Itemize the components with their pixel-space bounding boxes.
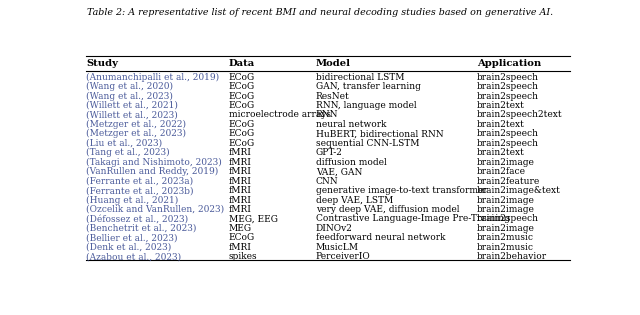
Text: Contrastive Language-Image Pre-Training: Contrastive Language-Image Pre-Training xyxy=(316,215,509,223)
Text: PerceiverIO: PerceiverIO xyxy=(316,252,371,261)
Text: (VanRullen and Reddy, 2019): (VanRullen and Reddy, 2019) xyxy=(86,167,218,176)
Text: CNN: CNN xyxy=(316,177,338,186)
Text: brain2speech: brain2speech xyxy=(477,129,539,138)
Text: brain2speech: brain2speech xyxy=(477,215,539,223)
Text: (Denk et al., 2023): (Denk et al., 2023) xyxy=(86,243,172,252)
Text: fMRI: fMRI xyxy=(229,177,252,186)
Text: diffusion model: diffusion model xyxy=(316,158,387,167)
Text: brain2music: brain2music xyxy=(477,233,534,243)
Text: (Ferrante et al., 2023a): (Ferrante et al., 2023a) xyxy=(86,177,193,186)
Text: neural network: neural network xyxy=(316,120,386,129)
Text: (Bellier et al., 2023): (Bellier et al., 2023) xyxy=(86,233,177,243)
Text: ECoG: ECoG xyxy=(229,233,255,243)
Text: (Tang et al., 2023): (Tang et al., 2023) xyxy=(86,148,170,157)
Text: spikes: spikes xyxy=(229,252,257,261)
Text: ECoG: ECoG xyxy=(229,101,255,110)
Text: RNN, language model: RNN, language model xyxy=(316,101,416,110)
Text: brain2image: brain2image xyxy=(477,224,534,233)
Text: brain2text: brain2text xyxy=(477,120,525,129)
Text: brain2image&text: brain2image&text xyxy=(477,186,561,195)
Text: brain2behavior: brain2behavior xyxy=(477,252,547,261)
Text: brain2image: brain2image xyxy=(477,196,534,204)
Text: (Willett et al., 2021): (Willett et al., 2021) xyxy=(86,101,178,110)
Text: brain2speech2text: brain2speech2text xyxy=(477,111,563,119)
Text: GPT-2: GPT-2 xyxy=(316,148,342,157)
Text: deep VAE, LSTM: deep VAE, LSTM xyxy=(316,196,393,204)
Text: brain2face: brain2face xyxy=(477,167,526,176)
Text: brain2feature: brain2feature xyxy=(477,177,540,186)
Text: Table 2: A representative list of recent BMI and neural decoding studies based o: Table 2: A representative list of recent… xyxy=(87,8,553,17)
Text: (Ferrante et al., 2023b): (Ferrante et al., 2023b) xyxy=(86,186,193,195)
Text: fMRI: fMRI xyxy=(229,167,252,176)
Text: MusicLM: MusicLM xyxy=(316,243,358,252)
Text: ECoG: ECoG xyxy=(229,92,255,100)
Text: Data: Data xyxy=(229,59,255,68)
Text: brain2image: brain2image xyxy=(477,158,534,167)
Text: (Liu et al., 2023): (Liu et al., 2023) xyxy=(86,139,162,148)
Text: (Wang et al., 2023): (Wang et al., 2023) xyxy=(86,91,173,100)
Text: (Azabou et al., 2023): (Azabou et al., 2023) xyxy=(86,252,181,261)
Text: RNN: RNN xyxy=(316,111,338,119)
Text: fMRI: fMRI xyxy=(229,196,252,204)
Text: HuBERT, bidirectional RNN: HuBERT, bidirectional RNN xyxy=(316,129,444,138)
Text: (Willett et al., 2023): (Willett et al., 2023) xyxy=(86,111,178,119)
Text: fMRI: fMRI xyxy=(229,148,252,157)
Text: brain2speech: brain2speech xyxy=(477,82,539,91)
Text: ECoG: ECoG xyxy=(229,129,255,138)
Text: feedforward neural network: feedforward neural network xyxy=(316,233,445,243)
Text: brain2speech: brain2speech xyxy=(477,92,539,100)
Text: MEG, EEG: MEG, EEG xyxy=(229,215,278,223)
Text: ECoG: ECoG xyxy=(229,72,255,82)
Text: (Wang et al., 2020): (Wang et al., 2020) xyxy=(86,82,173,91)
Text: (Benchetrit et al., 2023): (Benchetrit et al., 2023) xyxy=(86,224,196,233)
Text: brain2speech: brain2speech xyxy=(477,139,539,148)
Text: ECoG: ECoG xyxy=(229,82,255,91)
Text: sequential CNN-LSTM: sequential CNN-LSTM xyxy=(316,139,419,148)
Text: very deep VAE, diffusion model: very deep VAE, diffusion model xyxy=(316,205,459,214)
Text: ResNet: ResNet xyxy=(316,92,349,100)
Text: fMRI: fMRI xyxy=(229,205,252,214)
Text: GAN, transfer learning: GAN, transfer learning xyxy=(316,82,420,91)
Text: (Défossez et al., 2023): (Défossez et al., 2023) xyxy=(86,215,188,223)
Text: fMRI: fMRI xyxy=(229,186,252,195)
Text: (Metzger et al., 2023): (Metzger et al., 2023) xyxy=(86,129,186,138)
Text: (Huang et al., 2021): (Huang et al., 2021) xyxy=(86,196,178,205)
Text: fMRI: fMRI xyxy=(229,243,252,252)
Text: Study: Study xyxy=(86,59,118,68)
Text: (Anumanchipalli et al., 2019): (Anumanchipalli et al., 2019) xyxy=(86,72,219,82)
Text: (Ozcelik and VanRullen, 2023): (Ozcelik and VanRullen, 2023) xyxy=(86,205,224,214)
Text: brain2text: brain2text xyxy=(477,101,525,110)
Text: MEG: MEG xyxy=(229,224,252,233)
Text: fMRI: fMRI xyxy=(229,158,252,167)
Text: (Metzger et al., 2022): (Metzger et al., 2022) xyxy=(86,120,186,129)
Text: microelectrode arrays: microelectrode arrays xyxy=(229,111,331,119)
Text: brain2speech: brain2speech xyxy=(477,72,539,82)
Text: (Takagi and Nishimoto, 2023): (Takagi and Nishimoto, 2023) xyxy=(86,158,221,167)
Text: VAE, GAN: VAE, GAN xyxy=(316,167,362,176)
Text: ECoG: ECoG xyxy=(229,120,255,129)
Text: brain2music: brain2music xyxy=(477,243,534,252)
Text: ECoG: ECoG xyxy=(229,139,255,148)
Text: brain2image: brain2image xyxy=(477,205,534,214)
Text: brain2text: brain2text xyxy=(477,148,525,157)
Text: DINOv2: DINOv2 xyxy=(316,224,353,233)
Text: generative image-to-text transformer: generative image-to-text transformer xyxy=(316,186,487,195)
Text: Model: Model xyxy=(316,59,351,68)
Text: bidirectional LSTM: bidirectional LSTM xyxy=(316,72,404,82)
Text: Application: Application xyxy=(477,59,541,68)
